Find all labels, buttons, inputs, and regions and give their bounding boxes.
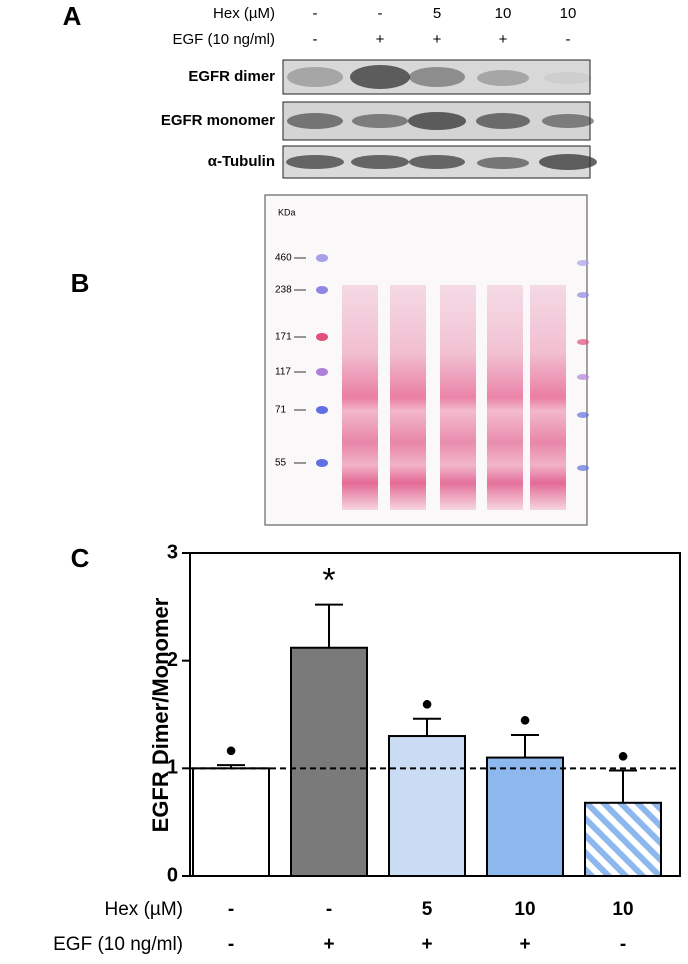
annotation: * <box>322 562 335 600</box>
condition-label: EGF (10 ng/ml) <box>172 31 275 48</box>
condition-value: 10 <box>514 899 535 920</box>
condition-value: 10 <box>560 5 577 22</box>
condition-value: + <box>433 31 442 48</box>
condition-value: + <box>499 31 508 48</box>
ladder-band <box>577 339 589 345</box>
bar <box>290 646 368 877</box>
lane <box>390 285 426 510</box>
bar <box>486 756 564 877</box>
ladder-band <box>577 412 589 418</box>
condition-label: EGF (10 ng/ml) <box>53 934 183 955</box>
panel-a: A Hex (µM) - - 5 10 10 EGF (10 ng/ml) - + + + - EGFR… <box>63 1 597 179</box>
ladder-band <box>316 254 328 262</box>
panel-b: B KDa 460 238 171 117 71 55 <box>71 194 589 526</box>
ladder-band <box>316 286 328 294</box>
y-tick-label: 2 <box>167 649 178 671</box>
annotation: ● <box>421 693 433 715</box>
condition-value: - <box>228 899 234 920</box>
condition-value: 5 <box>422 899 433 920</box>
ladder-band <box>316 368 328 376</box>
y-tick-label: 0 <box>167 864 178 886</box>
condition-value: + <box>519 934 530 955</box>
annotation: ● <box>225 739 237 761</box>
condition-label: Hex (µM) <box>105 899 184 920</box>
condition-value: 10 <box>495 5 512 22</box>
panel-label: B <box>71 268 90 298</box>
marker-label: 238 <box>275 285 292 296</box>
marker-label: 117 <box>275 367 291 378</box>
bar <box>388 735 466 877</box>
unit-label: KDa <box>278 207 296 217</box>
annotation: ● <box>617 745 629 767</box>
condition-value: 10 <box>612 899 633 920</box>
lane <box>342 285 378 510</box>
blot-label: EGFR dimer <box>188 68 275 85</box>
y-tick-label: 3 <box>167 541 178 563</box>
ladder-band <box>577 292 589 298</box>
condition-value: 5 <box>433 5 441 22</box>
bands <box>286 65 597 170</box>
bar <box>584 801 662 878</box>
condition-value: + <box>323 934 334 955</box>
condition-value: - <box>313 31 318 48</box>
condition-value: - <box>378 5 383 22</box>
annotation: ● <box>519 709 531 731</box>
blot-label: EGFR monomer <box>161 112 275 129</box>
marker-label: 55 <box>275 458 287 469</box>
ladder-band <box>577 374 589 380</box>
condition-value: - <box>326 899 332 920</box>
marker-label: 71 <box>275 405 287 416</box>
panel-label: C <box>71 543 90 573</box>
lane <box>487 285 523 510</box>
condition-value: - <box>620 934 626 955</box>
panel-label: A <box>63 1 82 31</box>
ladder-band <box>316 459 328 467</box>
ladder-band <box>316 406 328 414</box>
y-tick-label: 1 <box>167 757 178 779</box>
y-axis-label: EGFR Dimer/Monomer <box>148 597 173 832</box>
condition-label: Hex (µM) <box>213 5 275 22</box>
blot-label: α-Tubulin <box>208 153 275 170</box>
plot-frame <box>189 552 681 877</box>
condition-value: + <box>421 934 432 955</box>
condition-value: - <box>313 5 318 22</box>
panel-c: C EGFR Dimer/Monomer 0 1 2 3 ● * ● ● ● Hex (µM) - -… <box>53 541 681 955</box>
ladder-band <box>577 260 589 266</box>
condition-value: - <box>228 934 234 955</box>
ladder-band <box>577 465 589 471</box>
condition-value: + <box>376 31 385 48</box>
lane <box>530 285 566 510</box>
marker-label: 460 <box>275 253 292 264</box>
lane <box>440 285 476 510</box>
marker-label: 171 <box>275 332 292 343</box>
bar <box>192 767 270 877</box>
blot <box>282 59 591 95</box>
condition-value: - <box>566 31 571 48</box>
ladder-band <box>316 333 328 341</box>
